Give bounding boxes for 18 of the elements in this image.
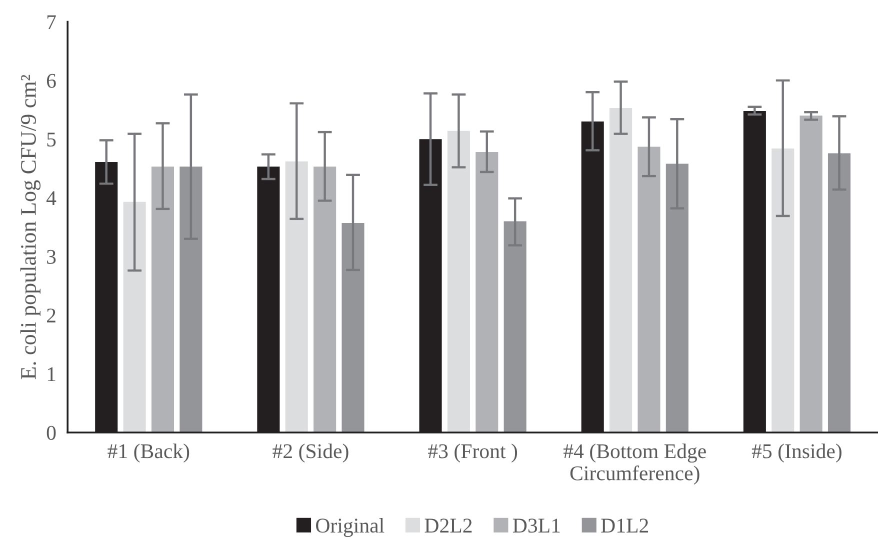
legend-label: D3L1 xyxy=(512,518,560,533)
y-tick-label: 0 xyxy=(46,426,56,440)
legend-label: Original xyxy=(316,518,384,537)
x-tick-label: #1 (Back) xyxy=(108,444,190,462)
y-tick-label: 3 xyxy=(47,250,56,264)
x-tick-label: #3 (Front ) xyxy=(428,444,518,462)
y-tick-label: 5 xyxy=(47,132,56,147)
y-tick-label: 4 xyxy=(46,191,56,206)
legend-label: D1L2 xyxy=(601,518,648,532)
y-tick-label: 1 xyxy=(48,367,56,382)
y-axis-title: E. coli population Log CFU/9 cm² xyxy=(20,74,41,380)
y-tick-label: 7 xyxy=(47,15,56,29)
legend-label: D2L2 xyxy=(424,518,472,532)
y-tick-label: 2 xyxy=(46,308,56,322)
x-tick-label: #2 (Side) xyxy=(272,444,348,462)
x-tick-label: #4 (Bottom Edge Circumference) xyxy=(564,444,706,485)
x-tick-label: #5 (Inside) xyxy=(752,444,842,462)
y-tick-label: 6 xyxy=(46,74,56,88)
